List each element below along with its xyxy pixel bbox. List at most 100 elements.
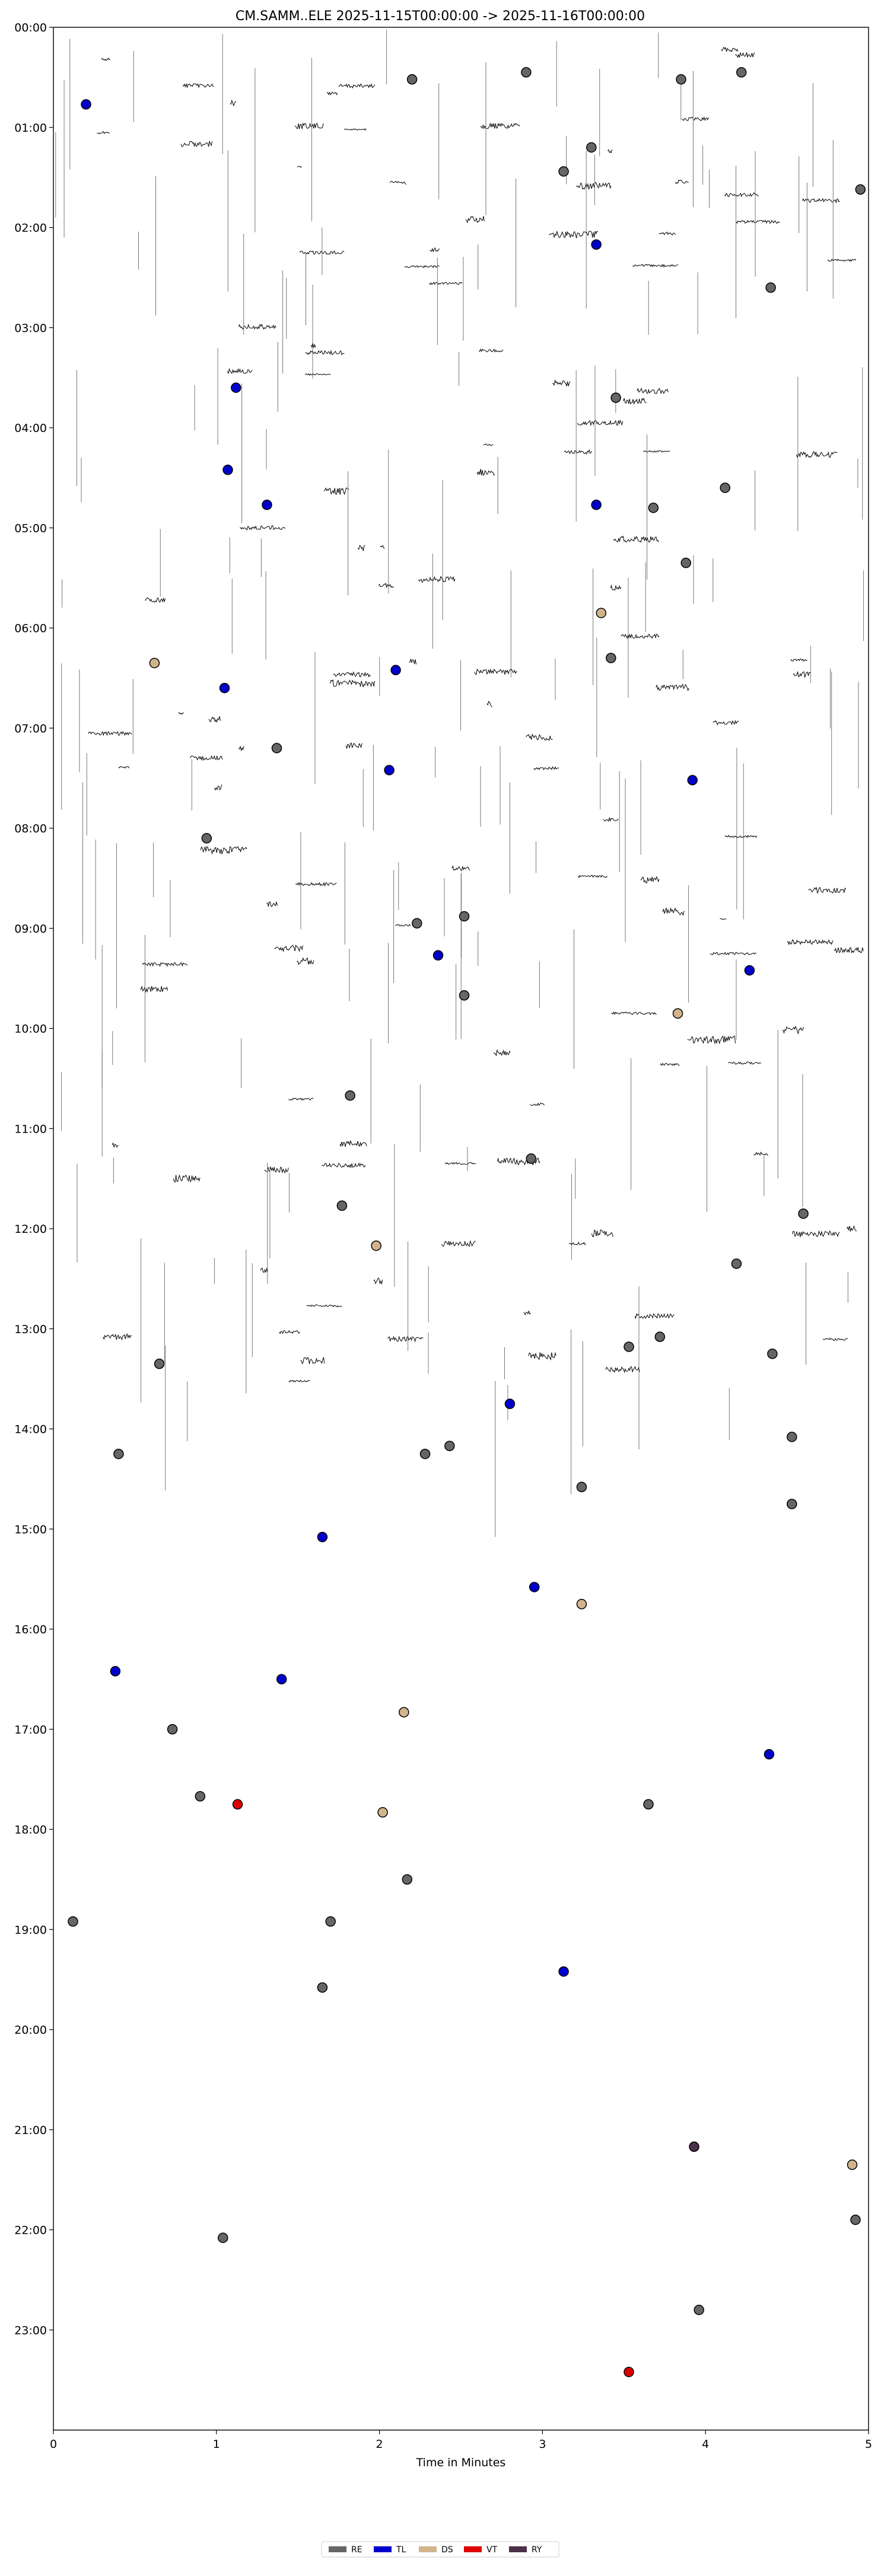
event-marker-tl xyxy=(262,500,272,510)
event-marker-re xyxy=(154,1359,165,1369)
y-tick-label: 14:00 xyxy=(14,1423,47,1436)
event-marker-tl xyxy=(222,465,233,475)
event-marker-re xyxy=(167,1724,178,1735)
event-marker-re xyxy=(648,503,659,513)
trace-row-segments xyxy=(260,1225,857,1319)
legend-label-tl: TL xyxy=(396,2545,406,2555)
seismogram-traces xyxy=(55,30,864,1537)
event-marker-re xyxy=(765,282,776,293)
event-marker-tl xyxy=(219,682,230,694)
event-marker-vt xyxy=(624,2367,634,2377)
x-axis-label: Time in Minutes xyxy=(416,2456,506,2469)
event-marker-re xyxy=(624,1341,634,1352)
y-tick-label: 19:00 xyxy=(14,1923,47,1936)
event-marker-re xyxy=(576,1481,587,1493)
trace-row-segments xyxy=(200,835,847,927)
y-tick-label: 00:00 xyxy=(14,21,47,34)
trace-row-spikes xyxy=(61,638,859,815)
event-marker-re xyxy=(113,1448,124,1459)
event-marker-re xyxy=(412,918,422,929)
y-tick-label: 05:00 xyxy=(14,522,47,535)
legend-swatch-ry xyxy=(509,2546,527,2552)
event-marker-re xyxy=(325,1916,336,1927)
event-marker-re xyxy=(526,1153,536,1164)
event-markers xyxy=(68,67,866,2377)
event-marker-re xyxy=(731,1258,742,1269)
x-tick-label: 5 xyxy=(865,2438,872,2451)
legend-swatch-vt xyxy=(464,2546,482,2552)
event-marker-re xyxy=(610,392,621,403)
y-tick-label: 12:00 xyxy=(14,1223,47,1236)
trace-row-segments xyxy=(140,939,864,1016)
trace-row-spikes xyxy=(76,342,863,532)
event-marker-tl xyxy=(390,664,401,676)
trace-row-segments xyxy=(97,128,840,224)
event-marker-re xyxy=(336,1200,348,1211)
y-tick-label: 04:00 xyxy=(14,422,47,435)
event-marker-re xyxy=(586,142,597,153)
legend-swatch-ds xyxy=(419,2546,437,2552)
trace-row-spikes xyxy=(82,745,744,944)
y-tick-label: 15:00 xyxy=(14,1523,47,1536)
event-marker-re xyxy=(444,1440,455,1451)
y-tick-label: 17:00 xyxy=(14,1723,47,1737)
legend-swatch-tl xyxy=(374,2546,392,2552)
x-axis: 0 1 2 3 4 5 xyxy=(50,2430,872,2451)
event-marker-tl xyxy=(764,1749,775,1760)
trace-row-segments xyxy=(178,633,812,726)
event-marker-ds xyxy=(377,1807,388,1818)
event-marker-ds xyxy=(399,1707,409,1718)
event-marker-re xyxy=(521,67,532,78)
x-tick-label: 1 xyxy=(213,2438,220,2451)
event-marker-tl xyxy=(81,99,91,110)
legend-label-ds: DS xyxy=(441,2545,453,2555)
y-tick-label: 03:00 xyxy=(14,322,47,335)
y-tick-label: 02:00 xyxy=(14,222,47,235)
trace-row-spikes xyxy=(81,429,858,621)
event-marker-re xyxy=(643,1799,654,1810)
event-marker-re xyxy=(736,67,747,78)
event-marker-re xyxy=(271,743,282,753)
y-tick-label: 18:00 xyxy=(14,1824,47,1837)
y-tick-label: 20:00 xyxy=(14,2024,47,2037)
y-tick-label: 23:00 xyxy=(14,2324,47,2337)
event-marker-re xyxy=(606,653,616,663)
event-marker-re xyxy=(68,1916,78,1927)
event-marker-re xyxy=(402,1874,413,1885)
y-tick-label: 11:00 xyxy=(14,1122,47,1136)
event-marker-vt xyxy=(232,1799,243,1810)
event-marker-re xyxy=(317,1982,328,1993)
trace-row-segments xyxy=(103,1330,848,1383)
event-marker-tl xyxy=(744,965,755,976)
event-marker-tl xyxy=(687,775,698,785)
event-marker-tl xyxy=(591,239,602,250)
trace-row-segments xyxy=(145,535,659,603)
legend-label-vt: VT xyxy=(486,2545,498,2555)
x-tick-label: 0 xyxy=(50,2438,57,2451)
event-marker-re xyxy=(195,1791,206,1802)
trace-row-segments xyxy=(240,443,838,531)
event-marker-re xyxy=(680,558,691,568)
trace-row-spikes xyxy=(63,30,813,238)
event-marker-ry xyxy=(689,2141,699,2152)
event-marker-re xyxy=(406,74,418,85)
event-marker-ds xyxy=(371,1240,381,1251)
y-tick-label: 16:00 xyxy=(14,1623,47,1636)
event-marker-ds xyxy=(672,1008,683,1019)
event-marker-re xyxy=(654,1331,666,1343)
event-marker-re xyxy=(558,166,569,177)
y-axis: 00:00 01:00 02:00 03:00 04:00 05:00 06:00 07:00… xyxy=(14,21,53,2337)
event-marker-re xyxy=(676,74,686,85)
event-marker-re xyxy=(459,990,470,1001)
x-tick-label: 3 xyxy=(539,2438,546,2451)
trace-row-spikes xyxy=(138,227,698,379)
trace-row-segments xyxy=(288,1025,804,1106)
event-marker-re xyxy=(850,2214,861,2225)
y-tick-label: 13:00 xyxy=(14,1323,47,1336)
event-marker-re xyxy=(345,1090,355,1101)
event-marker-re xyxy=(419,1448,431,1459)
event-marker-ds xyxy=(847,2160,858,2170)
event-marker-re xyxy=(798,1208,809,1219)
event-marker-re xyxy=(767,1349,778,1359)
y-tick-label: 01:00 xyxy=(14,122,47,135)
